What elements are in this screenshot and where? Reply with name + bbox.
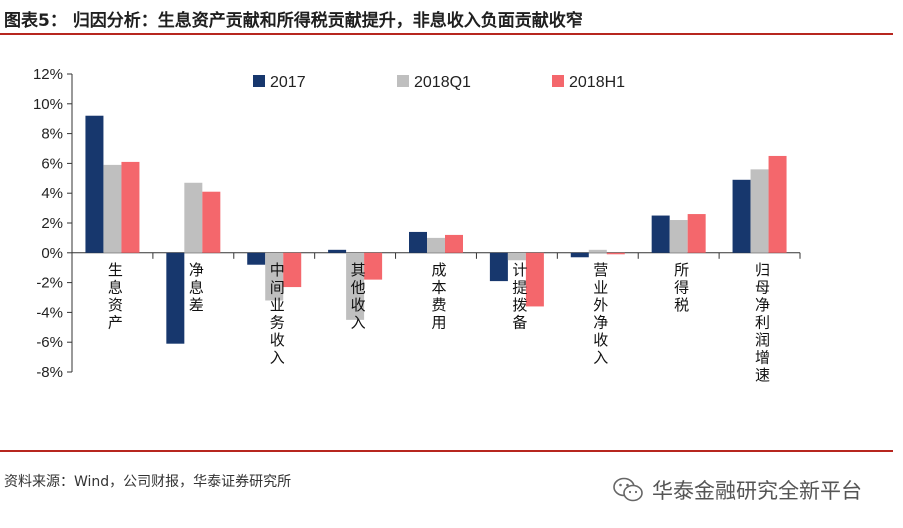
legend-label-2018Q1: 2018Q1: [414, 74, 471, 91]
category-label-char: 营: [593, 261, 608, 279]
header-bar: 图表5： 归因分析：生息资产贡献和所得税贡献提升，非息收入负面贡献收窄: [0, 0, 903, 36]
category-label-char: 入: [270, 348, 285, 366]
legend-label-2017: 2017: [270, 74, 306, 91]
category-label-char: 利: [755, 313, 770, 331]
bar-2017: [409, 231, 427, 253]
category-label-char: 所: [674, 261, 689, 279]
category-label-char: 计: [512, 261, 527, 279]
y-tick-label: 6%: [41, 155, 63, 172]
category-label-char: 母: [755, 278, 770, 296]
category-label-char: 提: [512, 278, 527, 296]
category-label-char: 用: [431, 313, 446, 331]
category-label-char: 中: [270, 261, 285, 279]
bar-2018Q1: [588, 249, 607, 253]
bar-2018Q1: [103, 164, 122, 253]
y-tick-label: 2%: [41, 215, 63, 232]
bar-2018H1: [364, 252, 383, 280]
category-label-char: 归: [755, 261, 770, 279]
category-labels: 生息资产净息差中间业务收入其他收入成本费用计提拨备营业外净收入所得税归母净利润增…: [108, 261, 770, 384]
y-tick-label: -8%: [36, 364, 63, 381]
category-label-char: 务: [270, 313, 285, 331]
category-label-char: 速: [755, 366, 770, 384]
bar-2018H1: [525, 252, 544, 307]
y-tick-label: 10%: [33, 96, 63, 113]
legend-swatch-2018Q1: [397, 75, 409, 87]
title-divider: [0, 33, 893, 35]
bar-2017: [247, 252, 266, 265]
watermark-text: 华泰金融研究全新平台: [652, 479, 862, 503]
footer-divider: [0, 450, 893, 452]
y-tick-label: -2%: [36, 275, 63, 292]
figure-title: 图表5： 归因分析：生息资产贡献和所得税贡献提升，非息收入负面贡献收窄: [4, 11, 583, 31]
bar-2018H1: [445, 234, 463, 253]
category-label-char: 本: [431, 278, 446, 296]
category-label-char: 其: [351, 261, 366, 279]
category-label-char: 成: [431, 261, 446, 279]
bar-2017: [489, 252, 508, 282]
chart-bars: [85, 115, 787, 344]
bar-2018Q1: [427, 237, 445, 253]
category-label-char: 间: [270, 278, 285, 296]
chart-legend: 2017 2018Q1 2018H1: [253, 74, 625, 91]
y-tick-label: 12%: [33, 66, 63, 83]
bar-2018H1: [121, 161, 140, 253]
legend-label-2018H1: 2018H1: [569, 74, 625, 91]
category-label-char: 生: [108, 261, 123, 279]
category-label-char: 差: [189, 296, 204, 314]
bar-2017: [570, 252, 589, 258]
bar-chart: -8%-6%-4%-2%0%2%4%6%8%10%12% 生息资产净息差中间业务…: [33, 66, 801, 384]
category-label-char: 入: [593, 348, 608, 366]
category-label-char: 净: [189, 261, 204, 279]
category-label-char: 入: [351, 313, 366, 331]
category-label-char: 增: [755, 348, 770, 366]
bar-2018Q1: [507, 252, 526, 261]
y-tick-label: 8%: [41, 126, 63, 143]
category-label-char: 备: [512, 313, 527, 331]
bar-2017: [85, 115, 104, 253]
category-label-char: 税: [674, 296, 689, 314]
category-label-char: 收: [270, 331, 285, 349]
category-label-char: 业: [270, 296, 285, 314]
category-label-char: 资: [108, 296, 123, 314]
bar-2018H1: [283, 252, 302, 288]
bar-2017: [328, 249, 347, 253]
category-label-char: 他: [351, 278, 366, 296]
bar-2017: [651, 215, 670, 253]
bar-2018Q1: [265, 252, 284, 301]
bar-2017: [732, 179, 751, 253]
bar-2018H1: [202, 191, 221, 253]
category-label-char: 业: [593, 278, 608, 296]
source-note: 资料来源：Wind，公司财报，华泰证券研究所: [4, 474, 292, 490]
category-label-char: 费: [431, 296, 446, 314]
category-label-char: 外: [593, 296, 608, 314]
category-label-char: 润: [755, 331, 770, 349]
category-label-char: 息: [108, 278, 123, 296]
category-label-char: 收: [351, 296, 366, 314]
legend-swatch-2018H1: [552, 75, 564, 87]
bar-2017: [166, 252, 185, 344]
category-label-char: 得: [674, 278, 689, 296]
category-label-char: 净: [755, 296, 770, 314]
watermark: 华泰金融研究全新平台: [612, 476, 862, 504]
wechat-icon: [613, 477, 643, 502]
y-tick-label: 4%: [41, 185, 63, 202]
category-label-char: 息: [189, 278, 204, 296]
category-label-char: 净: [593, 313, 608, 331]
bar-2018H1: [768, 155, 787, 253]
y-tick-label: 0%: [41, 245, 63, 262]
category-label-char: 收: [593, 331, 608, 349]
bar-2018Q1: [669, 220, 688, 253]
y-tick-label: -4%: [36, 304, 63, 321]
category-label-char: 拨: [512, 296, 527, 314]
legend-swatch-2017: [253, 75, 265, 87]
bar-2018H1: [687, 214, 706, 253]
bar-2018H1: [606, 252, 625, 255]
y-tick-label: -6%: [36, 334, 63, 351]
bar-2018Q1: [184, 182, 203, 253]
category-label-char: 产: [108, 313, 123, 331]
bar-2018Q1: [750, 169, 769, 253]
bar-2018Q1: [346, 252, 365, 320]
